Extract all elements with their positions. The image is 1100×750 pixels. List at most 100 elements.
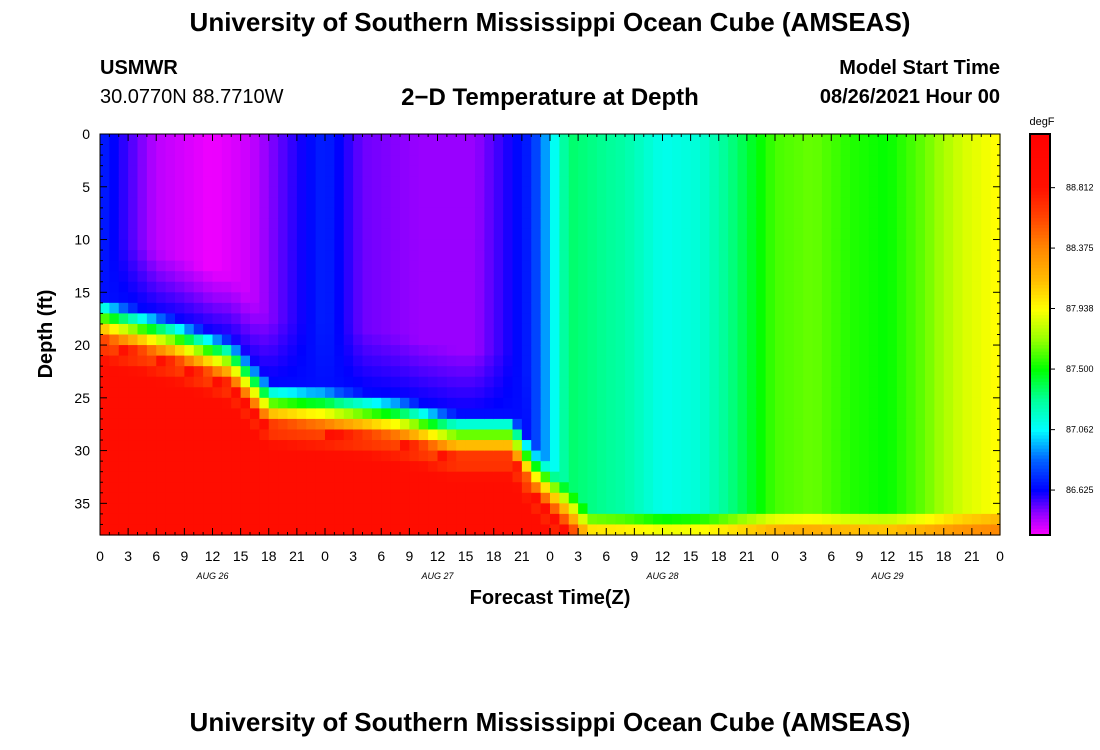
heatmap-cell [512,482,523,494]
heatmap-cell [934,524,945,536]
heatmap-cell [315,492,326,504]
x-tick-label: 18 [261,548,277,564]
heatmap-cell [559,366,570,378]
heatmap-cell [718,376,729,388]
colorbar-segment [1030,394,1050,399]
heatmap-cell [212,313,223,325]
heatmap-cell [465,376,476,388]
colorbar-segment [1030,491,1050,496]
heatmap-cell [681,387,692,399]
heatmap-cell [812,313,823,325]
heatmap-cell [371,482,382,494]
heatmap-cell [334,461,345,473]
heatmap-cell [334,513,345,526]
heatmap-cell [887,323,898,336]
heatmap-cell [240,250,251,262]
heatmap-cell [887,408,898,420]
heatmap-cell [634,334,645,346]
heatmap-cell [765,165,776,177]
heatmap-cell [850,239,860,251]
heatmap-cell [231,376,242,388]
heatmap-cell [165,440,176,452]
heatmap-cell [306,471,317,483]
heatmap-cell [193,292,204,304]
heatmap-cell [671,218,682,230]
heatmap-cell [934,492,945,504]
heatmap-cell [118,429,129,441]
heatmap-cell [493,323,504,336]
day-label: AUG 26 [195,571,228,581]
heatmap-cell [803,323,814,336]
heatmap-cell [765,440,776,452]
heatmap-cell [775,492,785,504]
heatmap-cell [165,524,176,536]
heatmap-cell [775,176,785,188]
heatmap-cell [812,440,823,452]
heatmap-cell [390,313,401,325]
heatmap-cell [887,260,898,272]
colorbar-segment [1030,478,1050,483]
heatmap-cell [146,313,157,325]
colorbar-segment [1030,468,1050,473]
heatmap-cell [165,302,176,314]
heatmap-cell [315,440,326,452]
heatmap-cell [690,302,701,314]
heatmap-cell [184,207,195,220]
heatmap-cell [615,408,626,420]
heatmap-cell [146,397,157,409]
heatmap-cell [775,281,785,293]
heatmap-cell [709,334,720,346]
heatmap-cell [634,376,645,388]
heatmap-cell [971,408,982,420]
x-tick-label: 21 [964,548,980,564]
heatmap-cell [990,366,1001,378]
heatmap-cell [756,292,767,304]
heatmap-cell [793,134,804,146]
y-tick-label: 15 [74,284,90,300]
heatmap-cell [259,524,270,536]
model-start-date: 08/26/2021 Hour 00 [819,86,1000,108]
heatmap-cell [718,524,729,536]
heatmap-cell [709,323,720,336]
heatmap-cell [446,450,457,462]
heatmap-cell [465,228,476,241]
heatmap-cell [278,334,289,346]
heatmap-cell [325,239,335,251]
colorbar-label: 86.625 [1066,485,1094,495]
x-tick-label: 15 [233,548,249,564]
heatmap-cell [446,524,457,536]
heatmap-cell [128,450,139,462]
heatmap-cell [521,366,532,378]
heatmap-cell [943,292,954,304]
heatmap-cell [681,134,692,146]
heatmap-cell [409,461,420,473]
heatmap-cell [146,239,157,251]
heatmap-cell [906,482,917,494]
heatmap-cell [784,281,795,293]
heatmap-cell [465,197,476,209]
heatmap-cell [793,207,804,220]
heatmap-cell [690,155,701,167]
heatmap-cell [803,313,814,325]
colorbar-segment [1030,257,1050,262]
heatmap-cell [962,271,973,283]
heatmap-cell [175,418,185,431]
heatmap-cell [184,271,195,283]
heatmap-cell [878,440,889,452]
heatmap-cell [943,134,954,146]
heatmap-cell [971,355,982,367]
heatmap-cell [681,228,692,241]
heatmap-cell [203,376,214,388]
heatmap-cell [259,260,270,272]
heatmap-cell [653,176,664,188]
heatmap-cell [146,513,157,526]
heatmap-cell [803,207,814,220]
colorbar-segment [1030,134,1050,138]
heatmap-cell [118,513,129,526]
heatmap-cell [259,376,270,388]
heatmap-cell [240,218,251,230]
heatmap-cell [587,239,598,251]
heatmap-cell [428,345,439,357]
heatmap-cell [306,228,317,241]
heatmap-cell [418,524,429,536]
